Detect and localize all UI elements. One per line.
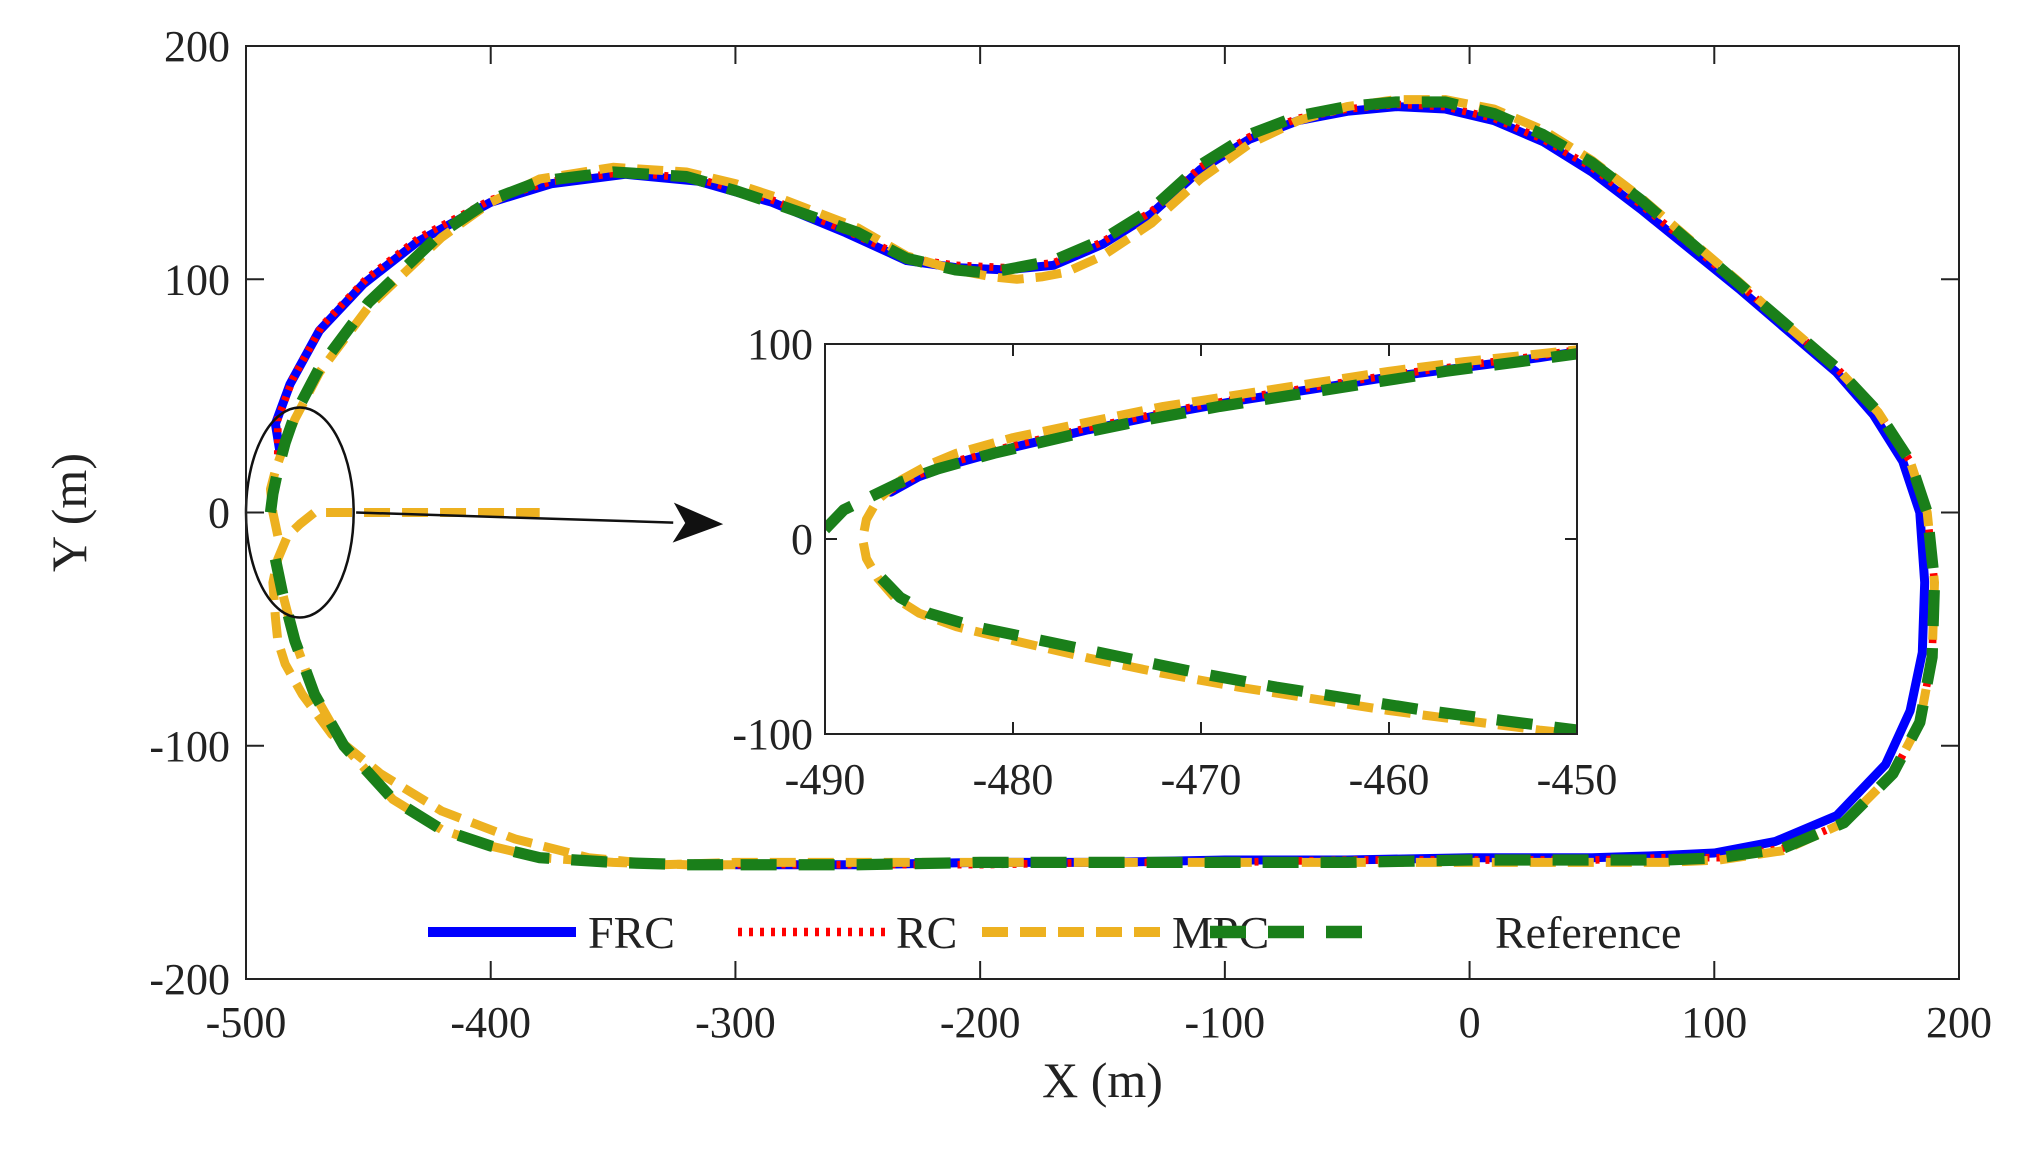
inset-x-tick-label: -480 — [973, 755, 1054, 804]
inset-x-tick-label: -450 — [1537, 755, 1618, 804]
legend-label-rc: RC — [896, 907, 957, 958]
legend-label-reference: Reference — [1495, 907, 1681, 958]
inset-series-upper-mpc — [898, 345, 1577, 485]
series-line-reference — [264, 96, 1941, 871]
inset-x-tick-label: -470 — [1161, 755, 1242, 804]
y-tick-label: -200 — [149, 955, 230, 1004]
series-lower-branch-reference — [269, 557, 736, 871]
y-axis-title: Y (m) — [41, 453, 97, 572]
inset-y-tick-label: 100 — [747, 320, 813, 369]
legend: FRCRCMPCReference — [428, 907, 1681, 958]
inset-x-tick-label: -460 — [1349, 755, 1430, 804]
inset-x-tick-label: -490 — [785, 755, 866, 804]
inset-series-group — [825, 345, 1577, 734]
x-tick-label: 0 — [1459, 998, 1481, 1047]
x-tick-label: -100 — [1185, 998, 1266, 1047]
zoom-arrow-head — [672, 502, 724, 543]
y-tick-label: 100 — [164, 255, 230, 304]
x-tick-label: -500 — [206, 998, 287, 1047]
y-tick-label: -100 — [149, 722, 230, 771]
y-tick-label: 200 — [164, 22, 230, 71]
x-tick-label: 100 — [1681, 998, 1747, 1047]
y-tick-label: 0 — [208, 489, 230, 538]
main-plot: -500 -400 -300 -200 -100 0 100 200 -200 -100 0 100 2… — [41, 22, 1992, 1108]
main-series-group — [264, 95, 1941, 871]
inset-series-line-reference — [877, 574, 1577, 734]
series-lower-branch-mpc — [270, 558, 736, 870]
x-tick-label: 200 — [1926, 998, 1992, 1047]
x-axis-title: X (m) — [1042, 1052, 1163, 1108]
main-ticks: -500 -400 -300 -200 -100 0 100 200 -200 -100 0 100 2… — [149, 22, 1992, 1047]
inset-y-tick-label: 0 — [791, 515, 813, 564]
inset-plot: -490 -480 -470 -460 -450 -100 0 100 — [732, 320, 1617, 804]
x-tick-label: -400 — [450, 998, 531, 1047]
zoom-arrow-line — [356, 511, 674, 524]
x-tick-label: -200 — [940, 998, 1021, 1047]
legend-label-frc: FRC — [588, 907, 675, 958]
inset-series-upper-reference — [825, 348, 1577, 534]
x-tick-label: -300 — [695, 998, 776, 1047]
inset-ticks: -490 -480 -470 -460 -450 -100 0 100 — [732, 320, 1617, 804]
inset-y-tick-label: -100 — [732, 710, 813, 759]
